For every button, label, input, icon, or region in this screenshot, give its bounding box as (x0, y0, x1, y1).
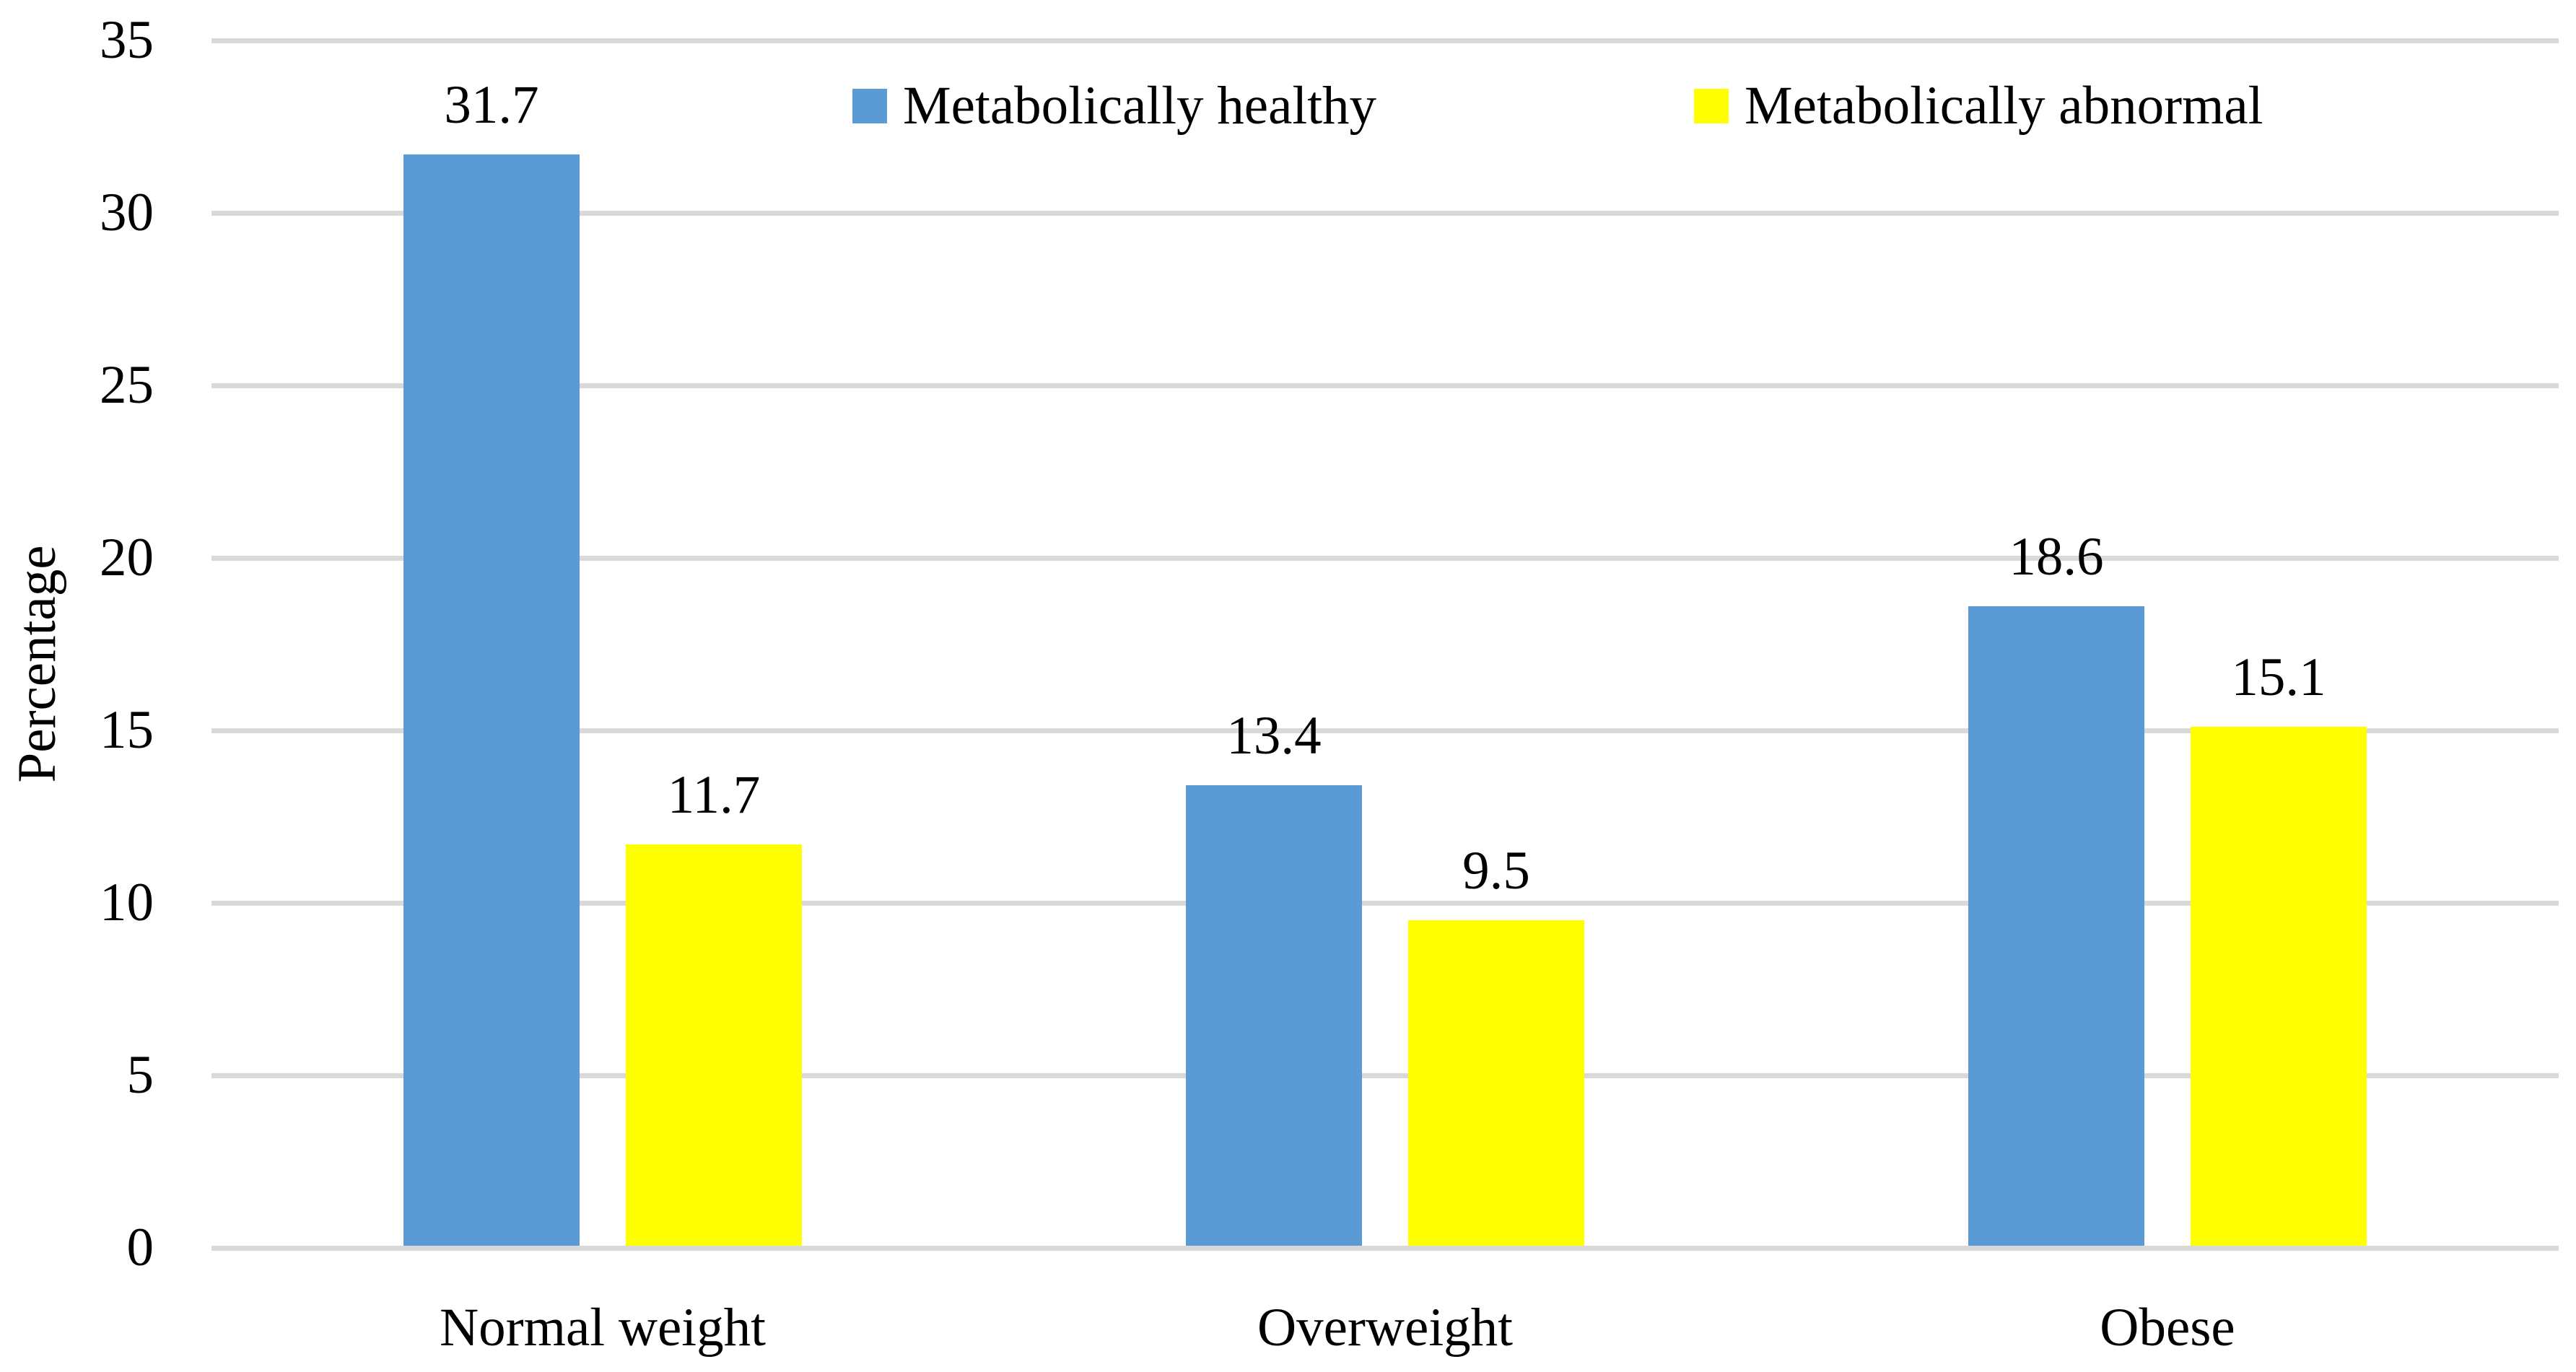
data-label-15.1: 15.1 (2231, 647, 2326, 708)
bar-normal-weight-series-1 (403, 154, 580, 1246)
legend-item-2: Metabolically abnormal (1694, 76, 2263, 136)
gridline-30 (211, 210, 2559, 216)
data-label-18.6: 18.6 (2009, 526, 2104, 587)
gridline-35 (211, 38, 2559, 43)
y-tick-label-30: 30 (100, 183, 154, 242)
legend-label: Metabolically abnormal (1745, 76, 2263, 136)
y-tick-label-15: 15 (100, 700, 154, 760)
y-tick-label-0: 0 (126, 1218, 154, 1277)
y-tick-label-35: 35 (100, 10, 154, 70)
data-label-13.4: 13.4 (1226, 706, 1322, 766)
bar-overweight-series-1 (1186, 785, 1362, 1246)
x-category-label-normal-weight: Normal weight (440, 1298, 766, 1358)
y-tick-label-20: 20 (100, 528, 154, 587)
legend-item-1: Metabolically healthy (852, 76, 1377, 136)
x-axis-line (211, 1245, 2559, 1251)
legend-label: Metabolically healthy (903, 76, 1377, 136)
gridline-5 (211, 1072, 2559, 1078)
legend-swatch-icon (852, 89, 887, 123)
plot-area: 31.7 11.7 13.4 9.5 18.6 15.1 (211, 38, 2559, 1251)
x-category-label-overweight: Overweight (1257, 1298, 1514, 1358)
gridline-10 (211, 900, 2559, 906)
bar-obese-series-2 (2191, 727, 2367, 1246)
legend-swatch-icon (1694, 89, 1729, 123)
data-label-9.5: 9.5 (1462, 840, 1530, 901)
y-tick-label-25: 25 (100, 355, 154, 415)
x-category-label-obese: Obese (2100, 1298, 2235, 1358)
data-label-11.7: 11.7 (667, 764, 761, 825)
gridline-25 (211, 383, 2559, 388)
y-tick-label-5: 5 (126, 1045, 154, 1105)
data-label-31.7: 31.7 (444, 74, 539, 135)
gridline-20 (211, 555, 2559, 561)
bar-overweight-series-2 (1408, 919, 1584, 1246)
y-tick-label-10: 10 (100, 873, 154, 932)
gridline-15 (211, 727, 2559, 733)
bar-normal-weight-series-2 (626, 844, 802, 1246)
bar-obese-series-1 (1968, 606, 2144, 1246)
